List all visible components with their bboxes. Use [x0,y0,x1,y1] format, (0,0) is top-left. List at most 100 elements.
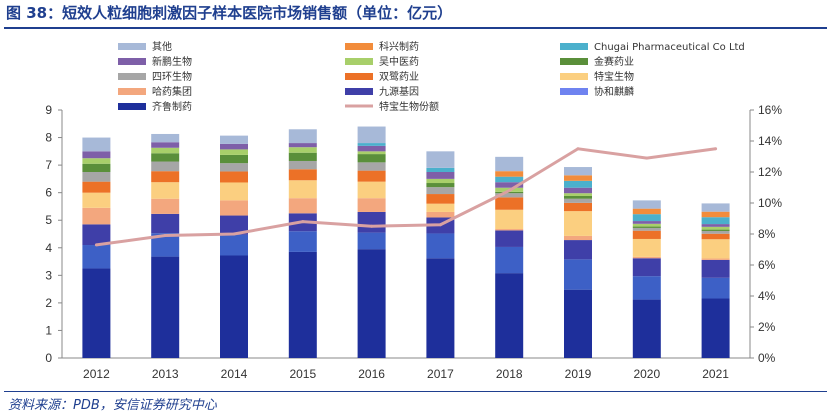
bar-segment [495,230,524,247]
bar-segment [564,187,592,194]
bar-segment [564,167,592,176]
bar-segment [701,233,730,240]
bar-segment [701,229,730,231]
bar-segment [632,238,661,257]
bar-segment [151,182,180,199]
bar-segment [220,200,248,216]
bar-segment [220,163,248,172]
y-tick-label: 2 [45,296,52,310]
legend-swatch [560,88,588,95]
bar-segment [495,229,524,231]
legend-swatch [345,58,373,65]
bar-segment [82,172,111,182]
bar-segment [632,227,661,231]
bar-segment [151,147,180,154]
line-point [576,147,580,151]
legend-label: 双鹭药业 [379,71,419,83]
legend-swatch [560,43,588,50]
bar-segment [357,211,386,233]
bar-segment [82,224,111,246]
bar-segment [495,209,524,230]
bar-segment [632,230,661,239]
bar-segment [632,299,661,358]
bar-segment [220,143,248,150]
bar-segment [220,182,248,201]
x-tick-label: 2016 [358,367,385,381]
line-point [301,220,305,224]
legend-label: 特宝生物份额 [379,100,439,113]
legend-swatch [345,73,373,80]
y-tick-label: 7 [45,158,52,172]
source-divider [4,391,827,392]
x-tick-label: 2017 [427,367,454,381]
chart-title: 图 38：短效人粒细胞刺激因子样本医院市场销售额（单位：亿元） [6,4,453,22]
bar-segment [495,171,524,177]
bar-segment [82,181,111,193]
x-tick-label: 2018 [496,367,523,381]
legend-label: 特宝生物 [594,70,634,83]
bar-segment [426,151,455,168]
bar-segment [357,170,386,182]
bar-segment [495,246,524,274]
bar-segment [82,163,111,172]
bar-segment [288,231,317,252]
y-tick-label: 5 [45,213,52,227]
x-tick-label: 2014 [221,367,248,381]
y-tick-label: 4 [45,241,52,255]
y2-tick-label: 14% [758,134,782,148]
bar-segment [151,153,180,162]
legend-label: 金赛药业 [594,55,634,68]
y2-tick-label: 10% [758,196,782,210]
legend-swatch [345,43,373,50]
bar-segment [288,251,317,358]
bar-segment [82,151,111,159]
legend-label: 协和麒麟 [594,85,634,98]
bar-segment [357,181,386,199]
bar-segment [564,240,592,260]
bar-segment [632,276,661,300]
legend-swatch [560,58,588,65]
bar-segment [495,193,524,198]
bar-segment [495,197,524,210]
bar-segment [632,258,661,277]
bar-segment [632,214,661,222]
bar-segment [701,224,730,227]
bar-segment [357,249,386,358]
bar-segment [82,207,111,225]
y2-tick-label: 0% [758,351,776,365]
bar-segment [564,195,592,199]
x-tick-label: 2020 [633,367,660,381]
bar-segment [701,277,730,299]
bar-segment [495,273,524,358]
bar-segment [82,268,111,358]
bar-segment [564,175,592,181]
bar-segment [220,234,248,256]
bar-segment [288,169,317,181]
title-divider [4,27,827,29]
y-tick-label: 3 [45,268,52,282]
y-tick-label: 1 [45,323,52,337]
y-tick-label: 0 [45,351,52,365]
legend-label: 哈药集团 [152,85,192,98]
bar-segment [82,245,111,269]
y-tick-label: 9 [45,103,52,117]
bar-segment [220,215,248,235]
bar-segment [357,143,386,146]
line-point [163,234,167,238]
bar-segment [426,187,455,195]
line-point [370,224,374,228]
share-line [96,147,716,247]
bar-segment [357,126,386,144]
bar-segment [701,211,730,218]
bar-segment [220,149,248,155]
bar-segment [357,154,386,163]
bar-segment [495,191,524,194]
y2-tick-label: 2% [758,320,776,334]
bar-segment [426,172,455,179]
bar-segment [220,135,248,144]
legend-swatch [118,103,146,110]
bar-segment [426,194,455,204]
bar-segment [151,233,180,257]
bar-segment [564,180,592,188]
